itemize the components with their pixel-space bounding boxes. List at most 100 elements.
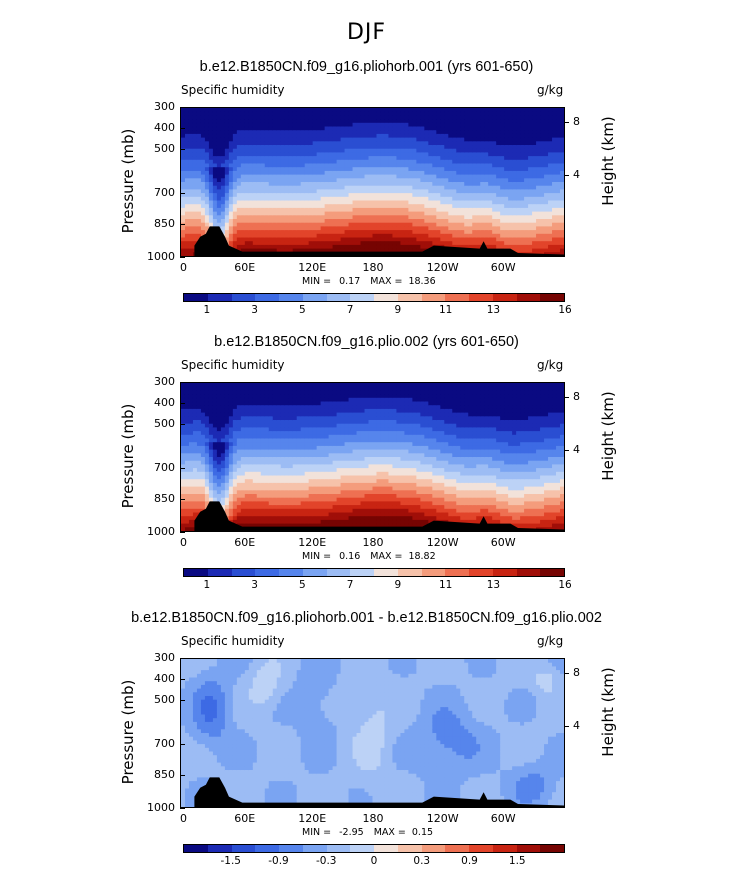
contour-cell [200, 497, 206, 502]
contour-cell [224, 412, 230, 417]
contour-cell [300, 215, 306, 220]
contour-cell [292, 145, 298, 150]
contour-cell [181, 464, 186, 469]
contour-cell [236, 445, 242, 451]
contour-cell [181, 111, 186, 116]
contour-cell [216, 115, 222, 120]
contour-cell [316, 115, 322, 120]
contour-cell [264, 207, 270, 213]
contour-cell [512, 241, 517, 246]
contour-cell [252, 464, 258, 469]
contour-cell [284, 523, 290, 528]
contour-cell [468, 204, 473, 209]
contour-cell [364, 133, 370, 139]
contour-cell [532, 185, 537, 190]
contour-cell [408, 230, 413, 235]
contour-cell [256, 519, 262, 525]
contour-cell [516, 185, 521, 190]
contour-cell [212, 133, 218, 139]
contour-cell [512, 222, 517, 227]
contour-cell [252, 148, 258, 153]
contour-cell [260, 248, 266, 253]
contour-cell [324, 167, 330, 172]
contour-cell [376, 182, 382, 187]
contour-cell [504, 182, 509, 187]
contour-cell [480, 200, 485, 205]
contour-cell [216, 386, 222, 391]
contour-cell [232, 119, 238, 124]
contour-cell [328, 178, 334, 183]
contour-cell [352, 108, 358, 113]
contour-cell [208, 401, 214, 406]
contour-cell [500, 237, 505, 242]
contour-cell [188, 111, 194, 116]
contour-cell [236, 211, 242, 216]
contour-cell [424, 189, 429, 194]
contour-cell [236, 193, 242, 198]
contour-cell [184, 471, 190, 477]
contour-cell [256, 122, 262, 128]
contour-cell [204, 401, 210, 406]
contour-cell [192, 442, 198, 447]
contour-cell [248, 412, 254, 417]
contour-cell [196, 230, 202, 235]
contour-cell [292, 174, 298, 179]
contour-cell [296, 156, 302, 161]
contour-cell [196, 167, 202, 172]
contour-cell [488, 145, 493, 150]
contour-cell [504, 148, 509, 153]
contour-cell [260, 420, 266, 425]
contour-cell [212, 401, 218, 406]
contour-cell [256, 390, 262, 395]
contour-cell [376, 115, 382, 120]
contour-cell [312, 230, 318, 235]
contour-cell [204, 416, 210, 421]
contour-cell [544, 122, 549, 128]
contour-cell [268, 431, 274, 436]
contour-cell [312, 200, 318, 205]
contour-cell [412, 248, 417, 253]
contour-cell [452, 122, 457, 128]
contour-cell [552, 115, 557, 120]
contour-cell [256, 453, 262, 458]
contour-cell [284, 163, 290, 168]
contour-cell [264, 222, 270, 227]
contour-cell [428, 215, 433, 220]
contour-cell [204, 490, 210, 495]
contour-cell [504, 159, 509, 165]
contour-cell [460, 170, 465, 176]
contour-cell [460, 111, 465, 116]
contour-cell [536, 178, 541, 183]
contour-cell [496, 119, 501, 124]
contour-cell [340, 108, 346, 113]
contour-cell [288, 145, 294, 150]
contour-cell [284, 420, 290, 425]
contour-cell [276, 471, 282, 477]
contour-cell [424, 241, 429, 246]
contour-cell [424, 115, 429, 120]
contour-cell [188, 527, 194, 531]
contour-cell [396, 185, 402, 190]
contour-cell [560, 226, 564, 231]
contour-cell [220, 442, 226, 447]
contour-cell [284, 137, 290, 142]
contour-cell [528, 122, 533, 128]
contour-cell [360, 152, 366, 157]
contour-cell [436, 178, 441, 183]
contour-cell [196, 394, 202, 399]
contour-cell [524, 170, 529, 176]
contour-cell [372, 108, 378, 113]
contour-cell [436, 111, 441, 116]
contour-cell [320, 237, 326, 242]
contour-cell [492, 170, 497, 176]
contour-cell [388, 119, 394, 124]
contour-cell [204, 501, 210, 506]
contour-cell [552, 237, 557, 242]
contour-cell [308, 108, 314, 113]
contour-cell [244, 185, 250, 190]
contour-cell [200, 222, 206, 227]
contour-cell [436, 152, 441, 157]
contour-cell [240, 497, 246, 502]
contour-cell [488, 182, 493, 187]
contour-cell [428, 207, 433, 213]
